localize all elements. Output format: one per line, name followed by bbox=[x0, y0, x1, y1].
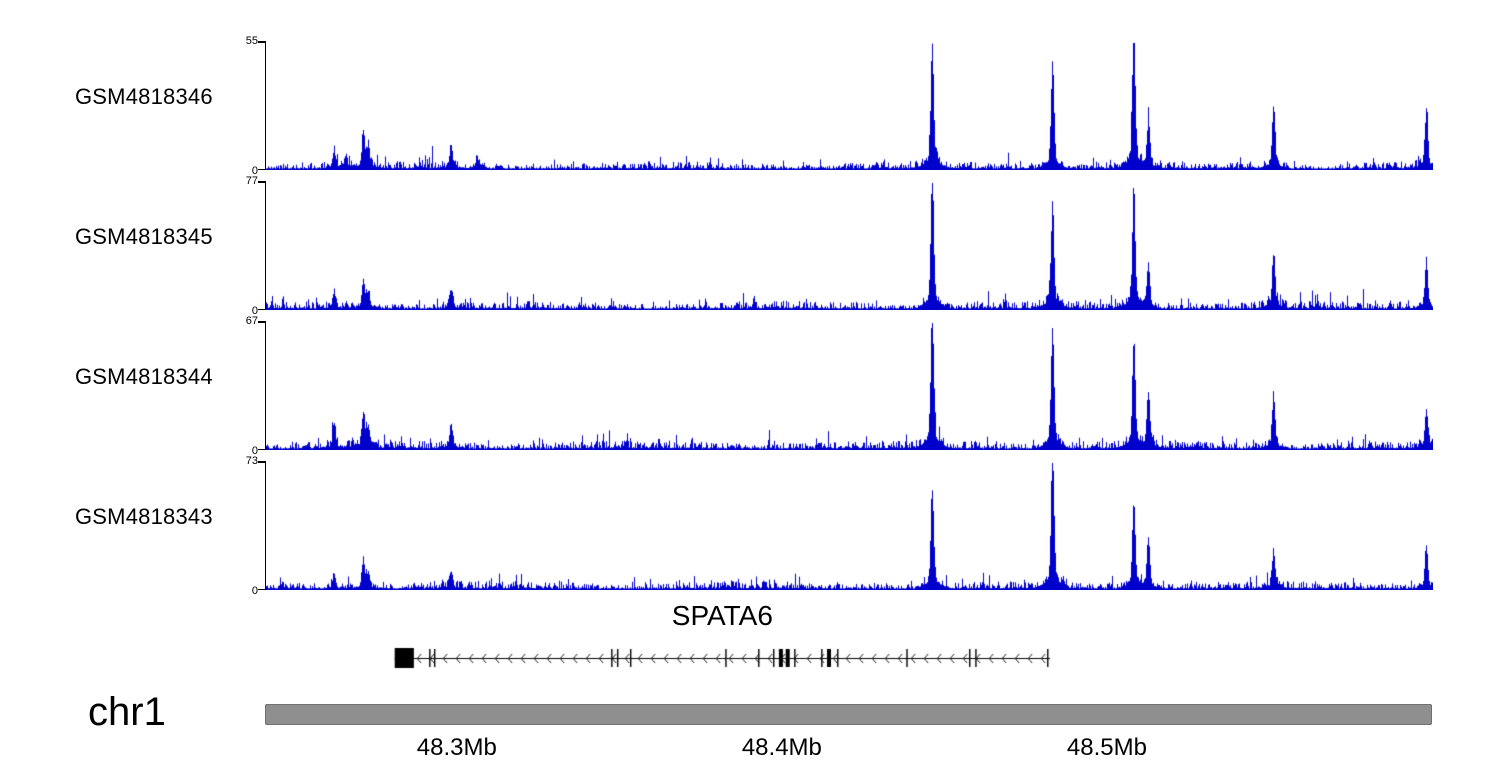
track-label: GSM4818345 bbox=[75, 224, 213, 249]
y-axis-tick bbox=[258, 461, 266, 463]
track-label: GSM4818346 bbox=[75, 84, 213, 109]
coverage-signal-canvas bbox=[266, 462, 1433, 590]
y-axis-max-label: 77 bbox=[245, 175, 258, 187]
track-plot-area: 73 0 bbox=[246, 455, 1433, 597]
chromosome-label: chr1 bbox=[88, 690, 166, 734]
y-axis-max-label: 55 bbox=[245, 35, 258, 47]
track-plot-area: 77 0 bbox=[246, 175, 1433, 317]
track-plot-area: 67 0 bbox=[246, 315, 1433, 457]
coverage-signal-canvas bbox=[266, 322, 1433, 450]
x-axis-tick-label: 48.5Mb bbox=[1066, 734, 1147, 761]
y-axis-tick bbox=[258, 448, 266, 450]
y-axis-min-label: 0 bbox=[251, 165, 258, 177]
y-axis-max-label: 67 bbox=[245, 315, 258, 327]
coverage-signal-canvas bbox=[266, 182, 1433, 310]
track-plot-area: 55 0 bbox=[246, 35, 1433, 177]
y-axis-tick bbox=[258, 308, 266, 310]
gene-model-canvas bbox=[265, 640, 1432, 676]
y-axis-tick bbox=[258, 168, 266, 170]
y-axis-tick bbox=[258, 41, 266, 43]
coverage-track-3: GSM4818344 67 0 bbox=[0, 315, 1500, 457]
y-axis-min-label: 0 bbox=[251, 585, 258, 597]
track-label: GSM4818343 bbox=[75, 504, 213, 529]
y-axis-tick bbox=[258, 181, 266, 183]
y-axis-min-label: 0 bbox=[251, 445, 258, 457]
x-axis-tick-label: 48.3Mb bbox=[416, 734, 497, 761]
y-axis-max-label: 73 bbox=[245, 455, 258, 467]
x-axis-tick-label: 48.4Mb bbox=[741, 734, 822, 761]
chromosome-ideogram-bar bbox=[265, 704, 1432, 725]
track-label: GSM4818344 bbox=[75, 364, 213, 389]
coverage-track-2: GSM4818345 77 0 bbox=[0, 175, 1500, 317]
y-axis-tick bbox=[258, 321, 266, 323]
coverage-track-1: GSM4818346 55 0 bbox=[0, 35, 1500, 177]
coverage-signal-canvas bbox=[266, 42, 1433, 170]
y-axis-tick bbox=[258, 588, 266, 590]
y-axis-min-label: 0 bbox=[251, 305, 258, 317]
coverage-track-4: GSM4818343 73 0 bbox=[0, 455, 1500, 597]
gene-track: SPATA6 bbox=[265, 600, 1432, 692]
gene-name-label: SPATA6 bbox=[671, 600, 773, 631]
